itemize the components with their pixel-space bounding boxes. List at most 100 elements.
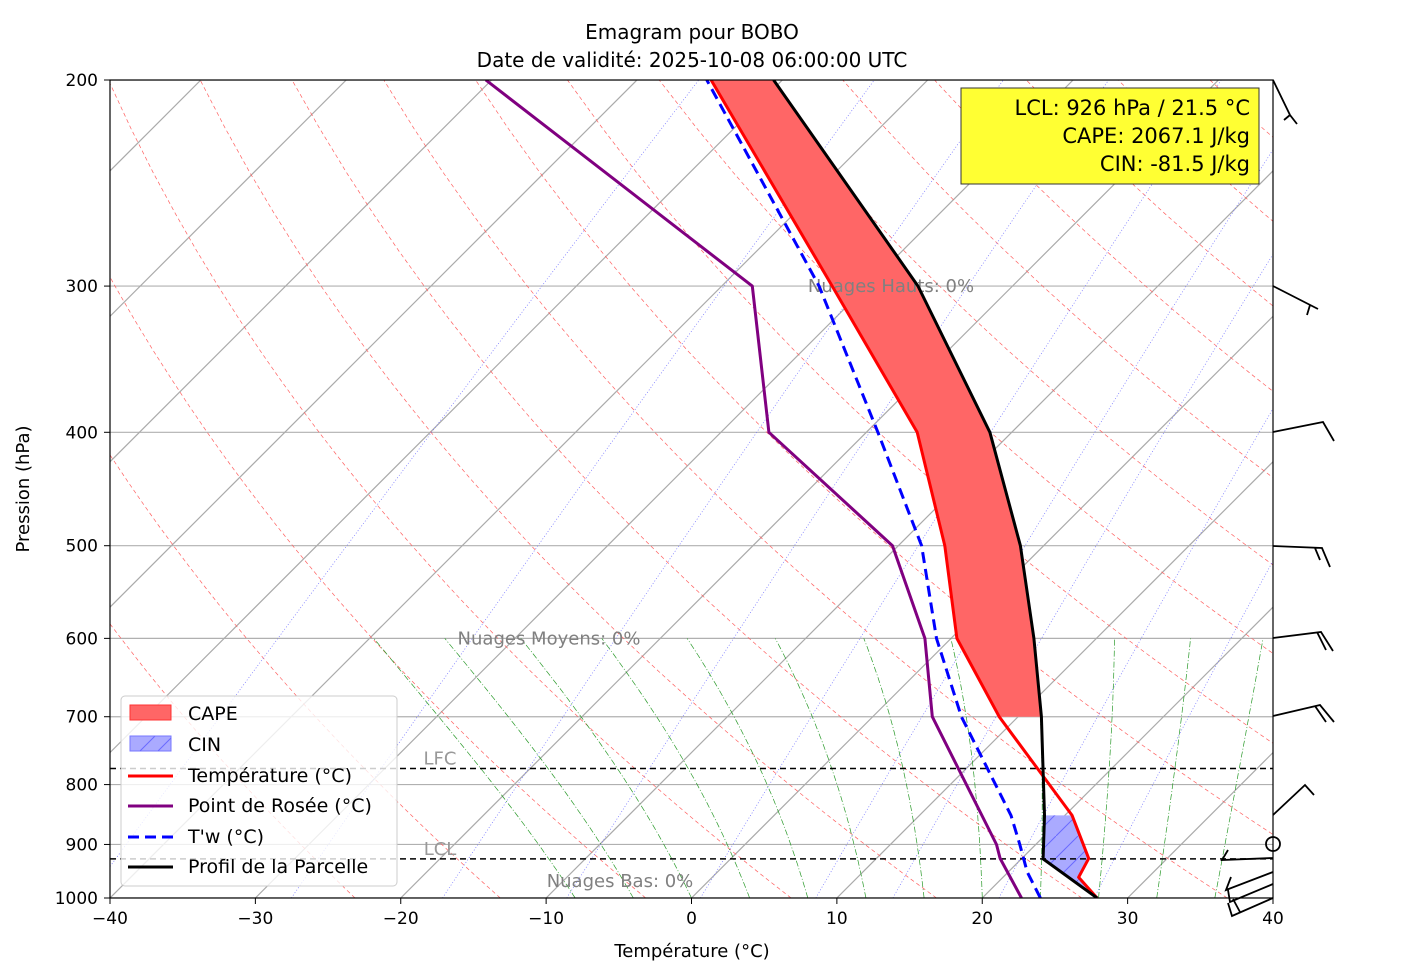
- moist-adiabat-line: [520, 638, 692, 898]
- chart-title: Emagram pour BOBO: [585, 20, 799, 44]
- dry-adiabat-line: [934, 80, 1273, 392]
- isotherm-line: [110, 80, 638, 609]
- y-axis-label: Pression (hPa): [13, 425, 34, 552]
- isotherm-line: [110, 80, 347, 318]
- wind-barb: [1272, 420, 1335, 442]
- y-tick-label: 500: [66, 537, 98, 557]
- dry-adiabat-line: [1394, 80, 1404, 898]
- level-label-lcl: LCL: [424, 839, 457, 860]
- wind-barb: [1272, 545, 1331, 568]
- moist-adiabat-line: [1156, 638, 1191, 898]
- moist-adiabat-line: [1272, 896, 1273, 898]
- y-tick-label: 300: [66, 277, 98, 297]
- dry-adiabat-line: [110, 454, 501, 898]
- y-tick-label: 700: [66, 708, 98, 728]
- moist-adiabat-line: [444, 638, 634, 898]
- isotherm-line: [981, 606, 1273, 898]
- dry-adiabat-line: [1117, 80, 1273, 222]
- x-tick-label: −20: [383, 909, 419, 929]
- wet-bulb-line: [705, 80, 1042, 898]
- x-tick-label: −10: [528, 909, 564, 929]
- isotherm-line: [400, 80, 1219, 898]
- isotherm-line: [1127, 751, 1273, 898]
- temperature-line: [709, 80, 1099, 898]
- mixing-ratio-line: [1093, 560, 1273, 898]
- level-label-lfc: LFC: [424, 748, 457, 769]
- legend-label-dewpoint: Point de Rosée (°C): [188, 795, 372, 817]
- y-tick-label: 200: [66, 71, 98, 91]
- x-tick-label: 0: [686, 909, 697, 929]
- moist-adiabat-line: [1214, 638, 1264, 898]
- profile-lines: [484, 80, 1099, 898]
- dry-adiabat-line: [567, 80, 1273, 744]
- cloud-label: Nuages Moyens: 0%: [458, 628, 641, 649]
- dry-adiabat-line: [1209, 80, 1273, 138]
- x-tick-label: 40: [1262, 909, 1284, 929]
- legend-label-tw: T'w (°C): [187, 826, 264, 848]
- x-tick-label: 20: [971, 909, 993, 929]
- dewpoint-line: [484, 80, 1023, 898]
- x-tick-label: 30: [1117, 909, 1139, 929]
- legend: CAPE CIN Température (°C) Point de Rosée…: [120, 695, 398, 887]
- dry-adiabat-line: [110, 82, 792, 898]
- dry-adiabat-line: [1026, 80, 1273, 307]
- info-box: LCL: 926 hPa / 21.5 °C CAPE: 2067.1 J/kg…: [960, 87, 1260, 185]
- wind-barb: [1272, 631, 1334, 652]
- cape-cin-fills: [711, 80, 1098, 898]
- legend-label-parcel: Profil de la Parcelle: [188, 856, 368, 878]
- moist-adiabat-line: [601, 638, 750, 898]
- x-tick-label: −30: [237, 909, 273, 929]
- isotherm-line: [836, 460, 1273, 898]
- wind-barb: [1220, 849, 1274, 861]
- parcel-profile-line: [772, 80, 1098, 898]
- info-cin: CIN: -81.5 J/kg: [1100, 152, 1250, 176]
- cloud-label: Nuages Hauts: 0%: [808, 276, 974, 297]
- y-tick-label: 400: [66, 423, 98, 443]
- isotherm-line: [1272, 897, 1273, 898]
- y-tick-label: 1000: [55, 889, 98, 909]
- wind-barb: [1227, 897, 1274, 918]
- dry-adiabat-line: [842, 80, 1273, 479]
- cape-area: [711, 80, 1042, 717]
- mixing-ratio-line: [815, 148, 1273, 898]
- wind-barbs: [1220, 79, 1335, 918]
- mixing-ratio-line: [998, 407, 1273, 898]
- dry-adiabat-line: [199, 80, 937, 898]
- legend-label-temperature: Température (°C): [187, 765, 352, 787]
- dry-adiabat-line: [750, 80, 1273, 566]
- moist-adiabat-line: [686, 638, 809, 898]
- moist-adiabat-line: [863, 638, 925, 898]
- wind-barb: [1272, 79, 1298, 125]
- legend-swatch-cape: [129, 704, 172, 721]
- moist-adiabat-line: [774, 638, 867, 898]
- info-lcl: LCL: 926 hPa / 21.5 °C: [1015, 96, 1251, 120]
- x-tick-label: 10: [826, 909, 848, 929]
- moist-adiabat-line: [1098, 638, 1115, 898]
- legend-label-cin: CIN: [188, 734, 221, 756]
- y-tick-label: 900: [66, 835, 98, 855]
- wind-barb: [1224, 871, 1274, 892]
- isotherm-line: [691, 315, 1273, 898]
- x-axis-label: Température (°C): [613, 941, 769, 962]
- info-cape: CAPE: 2067.1 J/kg: [1062, 124, 1250, 148]
- wind-barb: [1272, 285, 1319, 316]
- chart-subtitle: Date de validité: 2025-10-08 06:00:00 UT…: [477, 48, 908, 72]
- dry-adiabat-line: [658, 80, 1273, 654]
- dry-adiabat-line: [291, 80, 1082, 898]
- dry-adiabat-line: [383, 80, 1228, 898]
- axes: −40 −30 −20 −10 0 10 20 30 40 200 300 400 500 600 700 8…: [55, 71, 1284, 929]
- level-lines: LFC LCL Nuages Hauts: 0% Nuages Moyens: 0% N…: [110, 276, 1273, 892]
- wind-barb: [1227, 883, 1274, 904]
- x-tick-label: −40: [92, 909, 128, 929]
- dry-adiabat-line: [475, 80, 1273, 835]
- y-tick-label: 800: [66, 776, 98, 796]
- dry-adiabat-line: [110, 276, 646, 898]
- cin-hatch: [1043, 815, 1098, 898]
- legend-label-cape: CAPE: [188, 703, 238, 725]
- legend-swatch-cin: [129, 735, 172, 752]
- y-tick-label: 600: [66, 629, 98, 649]
- isotherm-line: [110, 80, 493, 463]
- moist-adiabat-line: [950, 638, 983, 898]
- wind-barb: [1272, 783, 1315, 816]
